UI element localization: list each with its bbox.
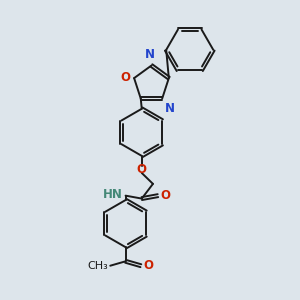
Text: O: O xyxy=(143,259,153,272)
Text: CH₃: CH₃ xyxy=(88,261,109,271)
Text: HN: HN xyxy=(103,188,123,201)
Text: O: O xyxy=(120,71,130,84)
Text: O: O xyxy=(160,189,170,202)
Text: N: N xyxy=(165,102,175,115)
Text: N: N xyxy=(145,48,155,62)
Text: O: O xyxy=(137,163,147,176)
